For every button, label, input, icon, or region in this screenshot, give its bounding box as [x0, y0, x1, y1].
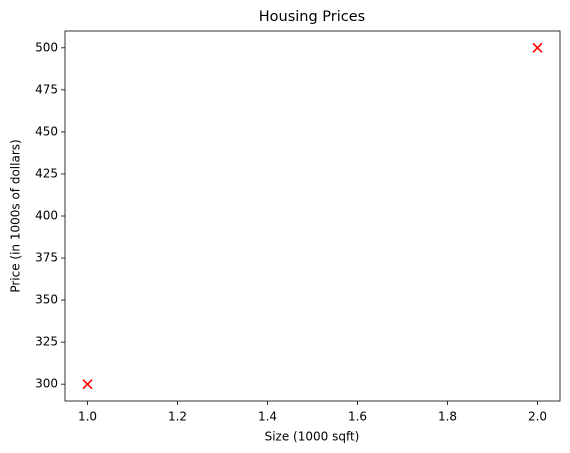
y-tick-label: 425 — [35, 166, 58, 180]
y-tick-label: 450 — [35, 124, 58, 138]
y-tick-label: 375 — [35, 251, 58, 265]
y-tick-label: 400 — [35, 209, 58, 223]
x-tick-label: 1.2 — [168, 410, 187, 424]
point — [82, 379, 93, 390]
y-tick-label: 350 — [35, 293, 58, 307]
x-tick-label: 1.0 — [78, 410, 97, 424]
chart-title: Housing Prices — [259, 9, 365, 25]
x-tick-label: 2.0 — [528, 410, 547, 424]
y-tick-label: 500 — [35, 40, 58, 54]
y-axis-label: Price (in 1000s of dollars) — [9, 139, 23, 292]
plot-frame — [64, 30, 561, 402]
y-tick-label: 325 — [35, 335, 58, 349]
x-tick-label: 1.4 — [258, 410, 277, 424]
x-axis-label: Size (1000 sqft) — [265, 430, 360, 444]
x-tick-label: 1.6 — [348, 410, 367, 424]
point — [532, 42, 543, 53]
y-tick-label: 300 — [35, 377, 58, 391]
y-tick-label: 475 — [35, 82, 58, 96]
x-tick-label: 1.8 — [438, 410, 457, 424]
